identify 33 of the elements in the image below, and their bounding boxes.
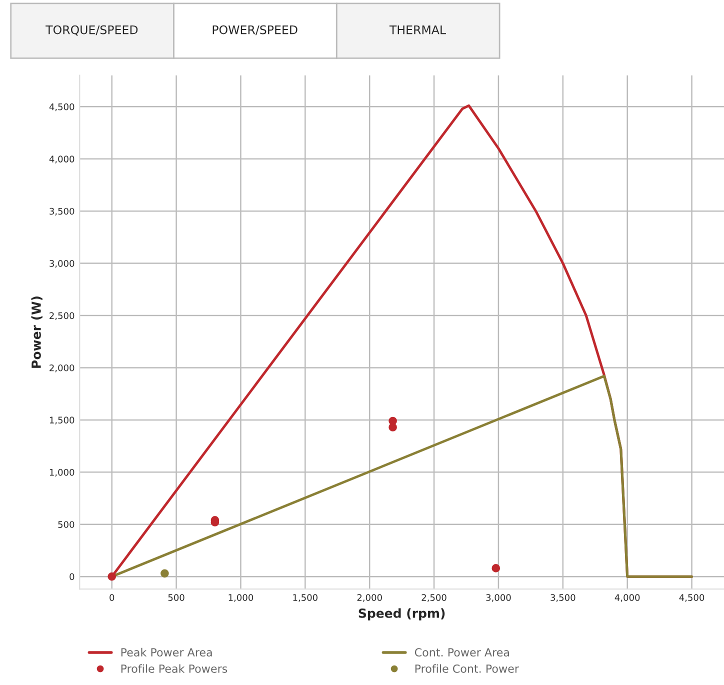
y-tick-label: 3,000: [50, 260, 74, 268]
y-tick-label: 1,000: [50, 468, 74, 477]
point: [492, 564, 500, 572]
x-tick-label: 3,000: [486, 594, 511, 602]
x-tick-label: 2,000: [357, 594, 382, 602]
x-tick-label: 0: [110, 594, 114, 601]
x-tick-label: 2,500: [422, 594, 446, 602]
y-tick-label: 2,500: [50, 312, 74, 320]
text: TORQUE/SPEED: [46, 25, 138, 36]
x-tick-label: 1,500: [293, 594, 318, 602]
y-tick-label: 1,500: [50, 416, 74, 424]
x-tick-label: 4,500: [679, 594, 704, 602]
text: POWER/SPEED: [212, 25, 298, 36]
x-tick-label: 500: [168, 594, 184, 601]
legend-label: Profile Cont. Power: [415, 664, 519, 673]
y-tick-label: 500: [58, 521, 74, 528]
point: [160, 569, 169, 578]
y-tick-label: 3,500: [50, 208, 74, 216]
point: [388, 423, 397, 432]
x-tick-label: 4,000: [614, 594, 640, 602]
text: THERMAL: [389, 25, 446, 34]
legend-label: Cont. Power Area: [414, 648, 509, 657]
legend-label: Profile Peak Powers: [121, 664, 228, 673]
y-tick-label: 4,500: [49, 103, 74, 112]
y-tick-label: 4,000: [49, 156, 74, 164]
y-axis-title: Power (W): [31, 296, 42, 368]
x-tick-label: 3,500: [550, 594, 576, 602]
legend-label: Peak Power Area: [121, 648, 212, 657]
x-axis-title: Speed (rpm): [358, 608, 445, 620]
y-tick-label: 2,000: [50, 364, 74, 372]
y-tick-label: 0: [70, 573, 74, 580]
point: [108, 572, 116, 581]
x-tick-label: 1,000: [228, 594, 254, 602]
